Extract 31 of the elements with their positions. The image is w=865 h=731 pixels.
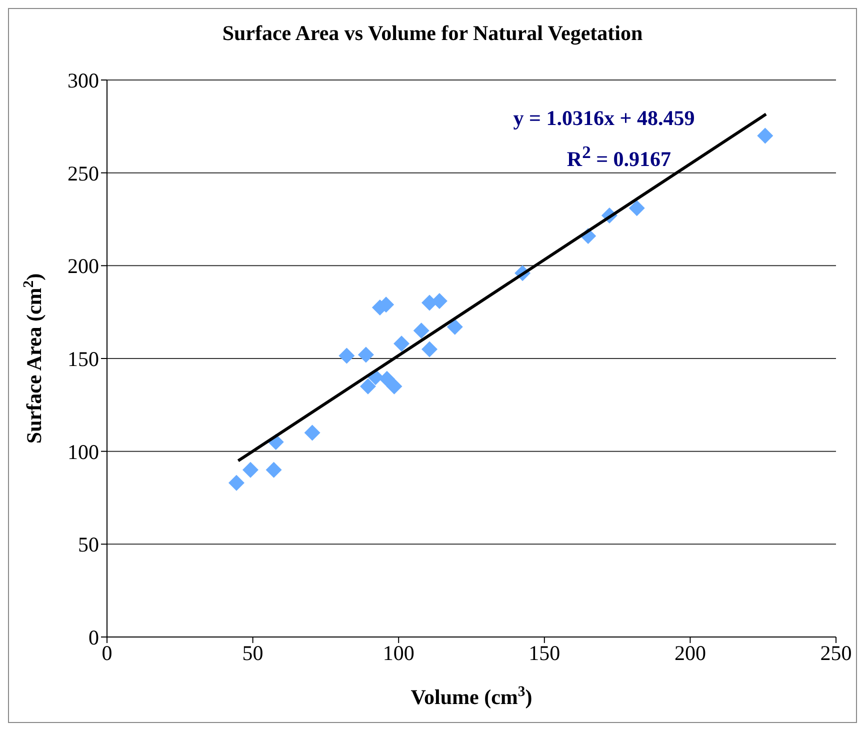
point [413, 322, 430, 339]
point [628, 200, 645, 216]
point [304, 424, 320, 441]
point [228, 474, 244, 491]
chart-title: Surface Area vs Volume for Natural Vegetation [221, 21, 644, 46]
y-tick-label: 200 [68, 254, 99, 278]
annotation: R$^{2}$ = 0.9167 [566, 141, 672, 173]
point [446, 318, 463, 335]
x-tick-label: 250 [820, 640, 852, 665]
y-tick-label: 100 [68, 440, 99, 464]
y-tick-label: 250 [68, 161, 99, 186]
y-tick-label: 150 [68, 346, 99, 371]
point [358, 346, 374, 363]
y-tick-label: 50 [78, 532, 99, 557]
annotation: y = 1.0316x + 48.459 [512, 105, 696, 132]
x-tick-label: 150 [528, 640, 560, 665]
point [422, 341, 438, 358]
point [338, 348, 355, 364]
point [757, 128, 774, 144]
point [386, 378, 402, 394]
x-axis-title: Volume (cm$^{3}$) [410, 684, 532, 709]
x-tick-label: 100 [382, 640, 414, 665]
x-tick-label: 50 [242, 640, 264, 665]
x-tick-label: 200 [674, 640, 706, 665]
point [242, 462, 258, 478]
point [360, 378, 376, 394]
point [266, 462, 282, 478]
point [378, 370, 395, 387]
y-tick-label: 0 [88, 625, 99, 650]
y-tick-label: 300 [68, 68, 99, 92]
point [394, 336, 410, 352]
